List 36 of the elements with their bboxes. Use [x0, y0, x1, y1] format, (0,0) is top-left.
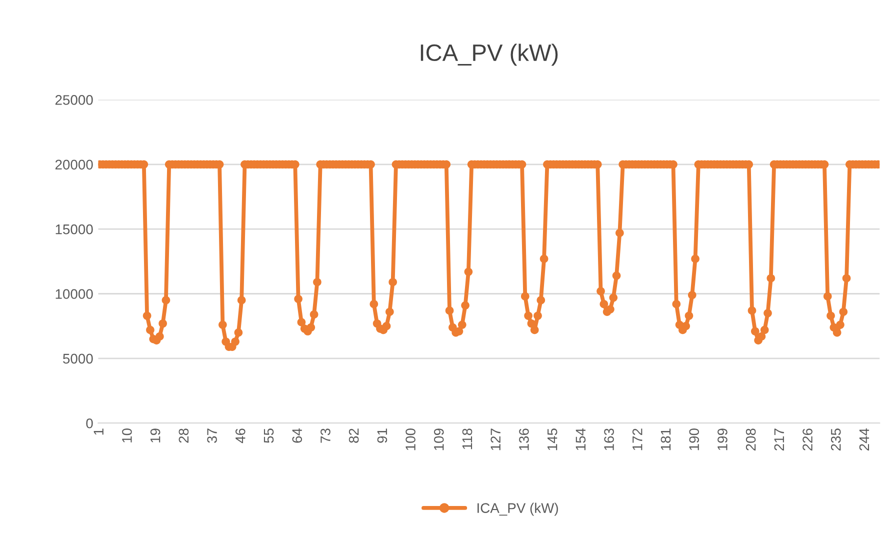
- y-tick-label: 5000: [63, 354, 93, 364]
- x-tick-label: 28: [178, 428, 189, 443]
- x-tick-label: 145: [548, 428, 558, 450]
- legend-label: ICA_PV (kW): [478, 502, 558, 516]
- y-tick-label: 10000: [56, 289, 93, 299]
- x-tick-label: 226: [802, 428, 812, 450]
- x-tick-label: 217: [774, 428, 784, 450]
- x-tick-label: 100: [406, 428, 416, 450]
- x-tick-label: 55: [264, 428, 274, 443]
- x-tick-label: 154: [576, 428, 586, 450]
- y-tick-label: 15000: [56, 224, 93, 234]
- x-tick-label: 244: [859, 428, 870, 450]
- x-tick-label: 163: [604, 428, 614, 450]
- x-tick-label: 208: [746, 428, 756, 450]
- x-tick-label: 64: [292, 428, 302, 443]
- x-tick-label: 82: [348, 428, 359, 443]
- x-tick-label: 19: [150, 428, 160, 442]
- x-tick-label: 109: [434, 428, 444, 450]
- x-tick-label: 10: [122, 428, 132, 442]
- y-tick-label: 25000: [55, 95, 93, 105]
- x-tick-label: 190: [689, 428, 700, 450]
- y-tick-label: 20000: [55, 160, 93, 170]
- x-tick-label: 91: [377, 428, 388, 443]
- x-tick-label: 1: [94, 428, 104, 435]
- x-tick-label: 46: [235, 428, 246, 444]
- x-tick-label: 181: [660, 428, 671, 450]
- x-tick-label: 118: [462, 428, 472, 450]
- x-tick-label: 199: [718, 428, 728, 450]
- x-tick-label: 172: [632, 428, 642, 450]
- y-tick-label: 0: [86, 418, 93, 428]
- x-tick-label: 73: [320, 428, 330, 443]
- chart-title: ICA_PV (kW): [420, 44, 558, 66]
- x-tick-label: 136: [519, 428, 529, 450]
- x-tick-label: 127: [490, 428, 500, 450]
- x-tick-label: 235: [830, 428, 841, 450]
- x-tick-label: 37: [207, 428, 217, 443]
